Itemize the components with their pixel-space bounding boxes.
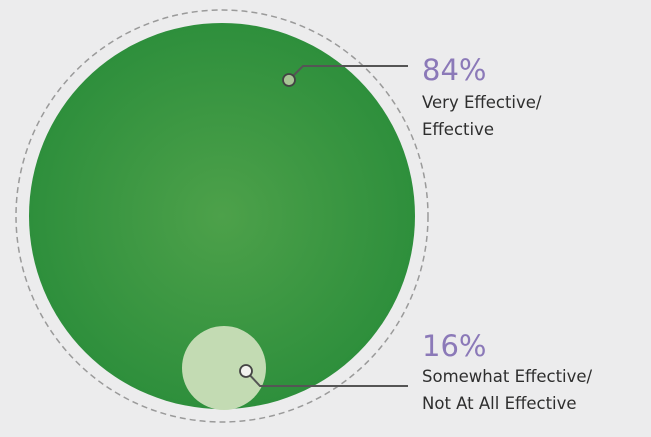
somewhat-effective-marker-dot — [239, 364, 253, 378]
somewhat-effective-circle — [182, 326, 266, 410]
very-effective-marker-dot — [282, 73, 296, 87]
somewhat-effective-percent: 16% — [422, 329, 486, 363]
very-effective-label-line-1: Very Effective/ — [422, 93, 542, 112]
somewhat-effective-label-line-1: Somewhat Effective/ — [422, 367, 593, 386]
somewhat-effective-label-line-2: Not At All Effective — [422, 394, 577, 413]
outer-dashed-outline — [15, 9, 429, 423]
very-effective-label-line-2: Effective — [422, 120, 494, 139]
very-effective-circle — [29, 23, 415, 409]
very-effective-percent: 84% — [422, 53, 486, 87]
